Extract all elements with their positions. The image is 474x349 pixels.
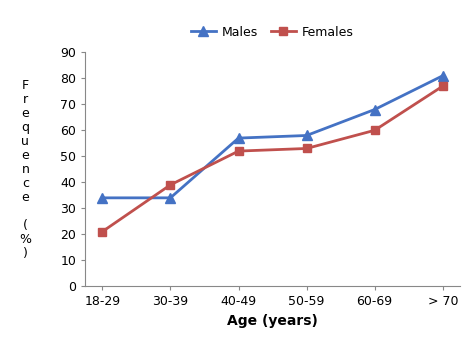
Females (440, 84, 446, 88)
Males (236, 136, 241, 140)
Males (168, 196, 173, 200)
Males (372, 107, 377, 112)
Females (236, 149, 241, 153)
Line: Males: Males (98, 71, 447, 203)
Line: Females: Females (98, 82, 447, 236)
Males (304, 133, 310, 138)
Females (304, 146, 310, 150)
Females (372, 128, 377, 132)
Males (440, 74, 446, 78)
Legend: Males, Females: Males, Females (186, 21, 359, 44)
Males (100, 196, 105, 200)
Text: F
r
e
q
u
e
n
c
e

(
%
): F r e q u e n c e ( % ) (19, 79, 31, 260)
X-axis label: Age (years): Age (years) (227, 314, 318, 328)
Females (100, 230, 105, 234)
Females (168, 183, 173, 187)
